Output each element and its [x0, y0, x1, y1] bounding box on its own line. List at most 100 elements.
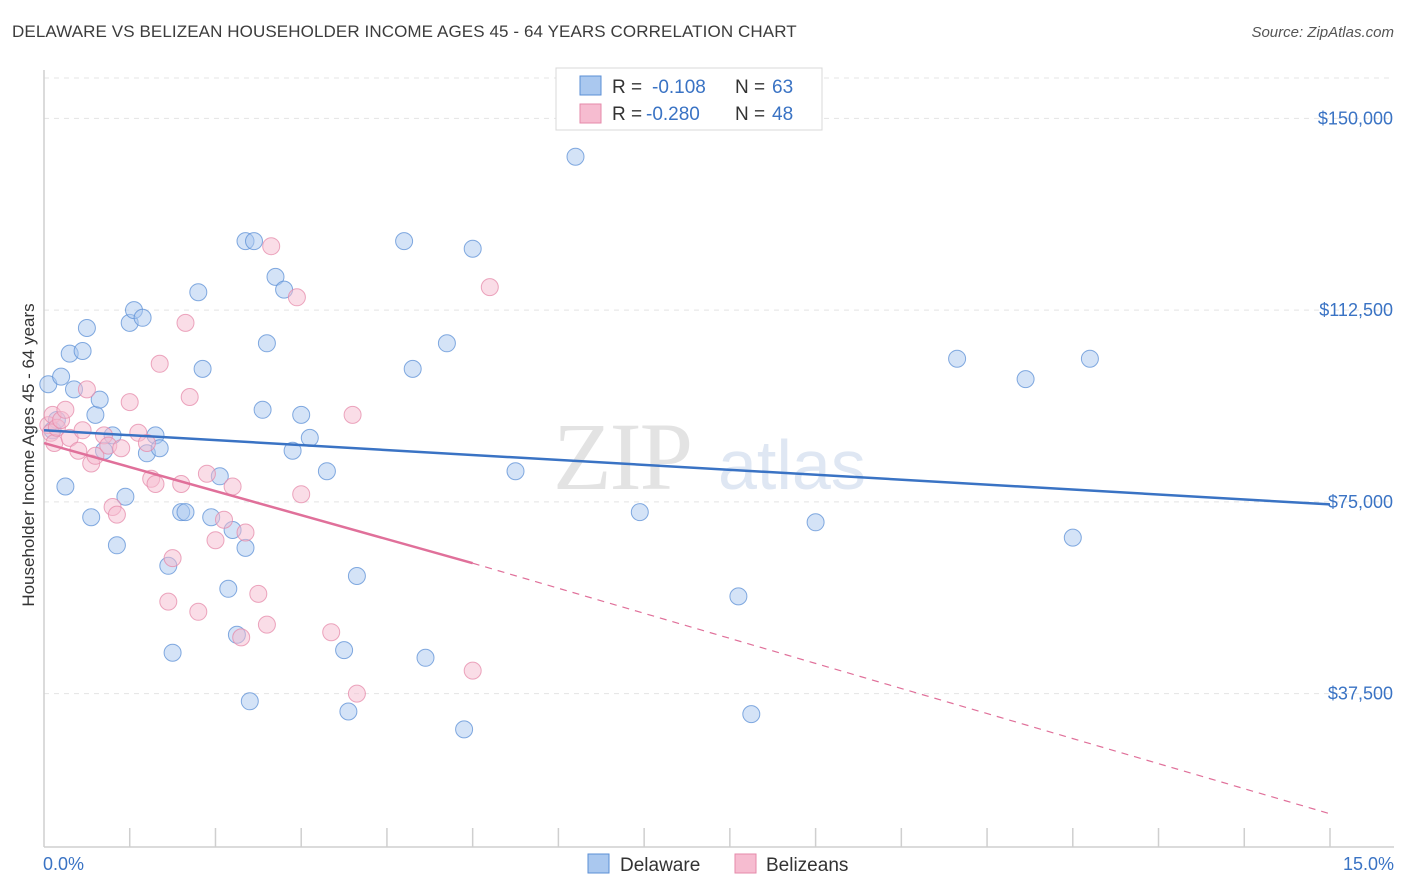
legend-n-label-belizeans: N =: [735, 104, 765, 125]
point-delaware-41: [283, 441, 302, 460]
point-delaware-11: [90, 390, 109, 409]
point-belizeans-18: [120, 393, 139, 412]
legend-swatch-delaware: [579, 75, 602, 96]
point-belizeans-16: [107, 505, 126, 524]
legend-n-value-delaware: 63: [772, 77, 793, 98]
point-delaware-62: [1063, 528, 1082, 547]
point-delaware-38: [257, 334, 276, 353]
y-tick-labels: $37,500 $75,000 $112,500 $150,000: [1318, 108, 1393, 703]
legend-r-value-delaware: -0.108: [652, 77, 706, 98]
legend-r-value-belizeans: -0.280: [646, 104, 700, 125]
point-delaware-36: [245, 232, 263, 251]
point-delaware-55: [566, 147, 585, 166]
point-belizeans-27: [176, 313, 195, 332]
point-delaware-15: [116, 487, 135, 506]
point-belizeans-40: [292, 485, 311, 504]
y-tick-label-112500: $112,500: [1319, 300, 1393, 320]
point-delaware-30: [219, 579, 238, 598]
watermark-atlas: atlas: [718, 426, 866, 504]
point-belizeans-23: [150, 354, 169, 373]
point-delaware-58: [742, 705, 761, 724]
trend-line-belizeans-extrapolated: [472, 562, 1331, 815]
y-axis-title: Householder Income Ages 45 - 64 years: [19, 303, 38, 606]
point-delaware-45: [335, 641, 354, 660]
point-belizeans-41: [322, 623, 341, 642]
point-delaware-18: [133, 308, 152, 327]
point-delaware-56: [630, 503, 649, 522]
point-delaware-27: [193, 359, 212, 378]
point-belizeans-24: [159, 592, 178, 611]
point-belizeans-6: [56, 400, 75, 419]
legend-swatch-belizeans: [579, 103, 602, 124]
point-delaware-43: [300, 428, 319, 447]
stats-legend: R = -0.108 N = 63 R = -0.280 N = 48: [555, 67, 823, 131]
point-belizeans-43: [347, 684, 366, 703]
legend-n-value-belizeans: 48: [772, 104, 793, 125]
point-belizeans-25: [163, 549, 182, 568]
legend-n-label-delaware: N =: [735, 77, 765, 98]
grid-lines: [44, 77, 1394, 695]
legend-r-label-delaware: R =: [612, 77, 642, 98]
trend-lines: [43, 429, 1331, 815]
y-tick-label-75000: $75,000: [1328, 492, 1393, 512]
point-delaware-39: [266, 267, 285, 286]
point-belizeans-44: [463, 661, 482, 680]
point-delaware-63: [1080, 349, 1099, 368]
series-legend-belizeans: Belizeans: [766, 855, 848, 876]
point-delaware-10: [86, 405, 105, 424]
point-belizeans-36: [249, 584, 268, 603]
series-legend-swatch-delaware: [587, 853, 610, 874]
trend-line-delaware: [43, 429, 1331, 506]
point-belizeans-31: [206, 531, 225, 550]
y-tick-label-150000: $150,000: [1318, 108, 1393, 128]
point-delaware-23: [163, 643, 182, 662]
point-belizeans-38: [262, 237, 281, 256]
point-delaware-46: [339, 702, 358, 721]
series-legend-swatch-belizeans: [734, 853, 757, 874]
point-delaware-44: [317, 462, 336, 481]
x-tick-label-15: 15.0%: [1343, 854, 1394, 874]
point-belizeans-34: [232, 628, 251, 647]
data-points: [39, 147, 1099, 739]
point-delaware-4: [56, 477, 75, 496]
point-delaware-47: [347, 567, 366, 585]
chart-title: DELAWARE VS BELIZEAN HOUSEHOLDER INCOME …: [12, 22, 797, 41]
point-delaware-25: [176, 503, 195, 522]
x-tick-label-0: 0.0%: [43, 854, 84, 874]
legend-r-label-belizeans: R =: [612, 104, 642, 125]
point-belizeans-42: [343, 405, 362, 424]
watermark: ZIP atlas: [553, 403, 866, 510]
point-delaware-59: [806, 513, 825, 532]
point-delaware-52: [455, 720, 474, 739]
point-delaware-9: [82, 508, 101, 527]
point-delaware-61: [1016, 370, 1035, 389]
point-delaware-8: [77, 319, 96, 337]
point-belizeans-39: [287, 288, 306, 307]
point-delaware-37: [253, 400, 272, 419]
point-belizeans-32: [215, 510, 233, 529]
point-delaware-33: [236, 538, 255, 557]
point-belizeans-17: [112, 439, 131, 458]
point-delaware-42: [292, 405, 311, 424]
point-belizeans-30: [197, 464, 216, 483]
point-delaware-14: [107, 536, 126, 555]
point-delaware-3: [52, 367, 71, 386]
series-legend-delaware: Delaware: [620, 855, 700, 876]
watermark-zip: ZIP: [553, 403, 691, 510]
point-belizeans-9: [73, 421, 92, 440]
point-belizeans-33: [223, 477, 242, 496]
x-tick-labels: 0.0% 15.0%: [43, 854, 1394, 874]
point-belizeans-37: [257, 615, 276, 634]
point-belizeans-45: [480, 278, 499, 297]
point-delaware-49: [403, 359, 422, 378]
point-delaware-54: [506, 462, 525, 481]
x-tick-marks: [128, 828, 1331, 847]
point-delaware-53: [463, 239, 482, 258]
point-belizeans-35: [236, 523, 255, 542]
point-delaware-50: [416, 648, 435, 667]
point-delaware-48: [395, 232, 414, 251]
point-belizeans-10: [77, 380, 96, 399]
point-delaware-26: [189, 283, 208, 302]
point-delaware-51: [437, 334, 456, 353]
